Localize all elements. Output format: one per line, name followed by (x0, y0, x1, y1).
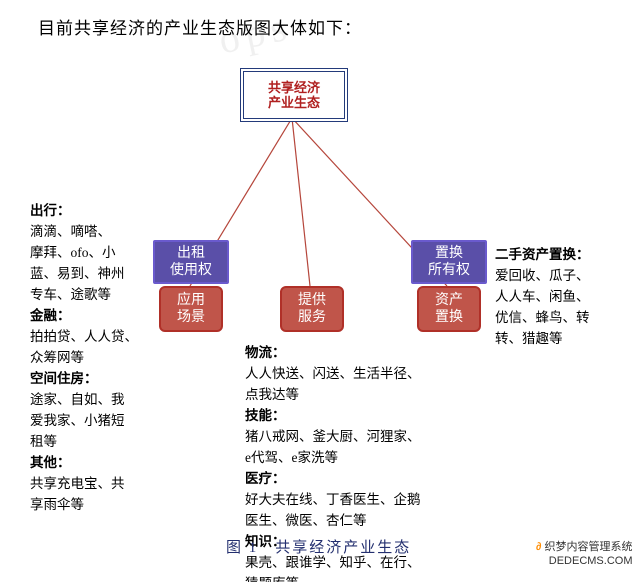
know-l1: 果壳、跟谁学、知乎、在行、 (245, 555, 421, 570)
node-asset-swap-l1: 资产 (435, 293, 463, 308)
node-swap-own-l1: 置换 (435, 246, 463, 261)
log-l2: 点我达等 (245, 387, 299, 402)
node-swap-own-label: 置换 所有权 (428, 245, 470, 279)
node-provide-service-l1: 提供 (298, 293, 326, 308)
finance-l2: 众筹网等 (30, 350, 84, 365)
right-examples: 二手资产置换： 爱回收、瓜子、 人人车、闲鱼、 优信、蜂鸟、转 转、猎趣等 (495, 244, 625, 349)
node-provide-service: 提供 服务 (280, 286, 344, 332)
finance-l1: 拍拍贷、人人贷、 (30, 329, 138, 344)
footer-logo: ∂ 织梦内容管理系统 DEDECMS.COM (536, 540, 633, 568)
node-provide-service-label: 提供 服务 (298, 292, 326, 326)
node-asset-swap: 资产 置换 (417, 286, 481, 332)
node-root-label: 共享经济 产业生态 (268, 80, 320, 110)
housing-l3: 租等 (30, 434, 57, 449)
travel-l3: 蓝、易到、神州 (30, 266, 125, 281)
med-l1: 好大夫在线、丁香医生、企鹅 (245, 492, 421, 507)
med-l2: 医生、微医、杏仁等 (245, 513, 367, 528)
node-app-scene: 应用 场景 (159, 286, 223, 332)
node-swap-own: 置换 所有权 (411, 240, 487, 284)
r-l2: 人人车、闲鱼、 (495, 289, 590, 304)
node-root: 共享经济 产业生态 (240, 68, 348, 122)
r-l1: 爱回收、瓜子、 (495, 268, 590, 283)
r-l4: 转、猎趣等 (495, 331, 563, 346)
hd-secondhand: 二手资产置换： (495, 247, 590, 262)
page-title: 目前共享经济的产业生态版图大体如下： (38, 14, 362, 39)
node-app-scene-l2: 场景 (177, 310, 205, 325)
node-rent-use: 出租 使用权 (153, 240, 229, 284)
hd-housing: 空间住房： (30, 371, 98, 386)
node-asset-swap-label: 资产 置换 (435, 292, 463, 326)
logo-line2: DEDECMS.COM (549, 555, 633, 567)
r-l3: 优信、蜂鸟、转 (495, 310, 590, 325)
housing-l2: 爱我家、小猪短 (30, 413, 125, 428)
log-l1: 人人快送、闪送、生活半径、 (245, 366, 421, 381)
left-examples: 出行： 滴滴、嘀嗒、 摩拜、ofo、小 蓝、易到、神州 专车、途歌等 金融： 拍… (30, 200, 155, 515)
node-asset-swap-l2: 置换 (435, 310, 463, 325)
node-rent-use-l1: 出租 (177, 246, 205, 261)
know-l2: 猿题库等 (245, 576, 299, 582)
node-provide-service-l2: 服务 (298, 310, 326, 325)
hd-skill: 技能： (245, 408, 286, 423)
node-app-scene-label: 应用 场景 (177, 292, 205, 326)
skill-l2: e代驾、e家洗等 (245, 450, 338, 465)
travel-l2: 摩拜、ofo、小 (30, 245, 116, 260)
travel-l1: 滴滴、嘀嗒、 (30, 224, 111, 239)
hd-finance: 金融： (30, 308, 71, 323)
node-rent-use-l2: 使用权 (170, 263, 212, 278)
hd-medical: 医疗： (245, 471, 286, 486)
housing-l1: 途家、自如、我 (30, 392, 125, 407)
node-root-line2: 产业生态 (268, 95, 320, 110)
other-l2: 享雨伞等 (30, 497, 84, 512)
hd-logistics: 物流： (245, 345, 286, 360)
page-root: ops 目前共享经济的产业生态版图大体如下： 共享经济 产业生态 出租 使用权 … (0, 0, 633, 582)
hd-travel: 出行： (30, 203, 71, 218)
node-root-line1: 共享经济 (268, 80, 320, 95)
other-l1: 共享充电宝、共 (30, 476, 125, 491)
figure-caption: 图 1 共享经济产业生态 (226, 536, 411, 557)
logo-icon: ∂ (536, 541, 541, 553)
skill-l1: 猪八戒网、釜大厨、河狸家、 (245, 429, 421, 444)
node-swap-own-l2: 所有权 (428, 263, 470, 278)
hd-other-l: 其他： (30, 455, 71, 470)
edge-root-to-mid (292, 118, 310, 286)
travel-l4: 专车、途歌等 (30, 287, 111, 302)
logo-line1: 织梦内容管理系统 (545, 541, 633, 553)
node-app-scene-l1: 应用 (177, 293, 205, 308)
node-rent-use-label: 出租 使用权 (170, 245, 212, 279)
